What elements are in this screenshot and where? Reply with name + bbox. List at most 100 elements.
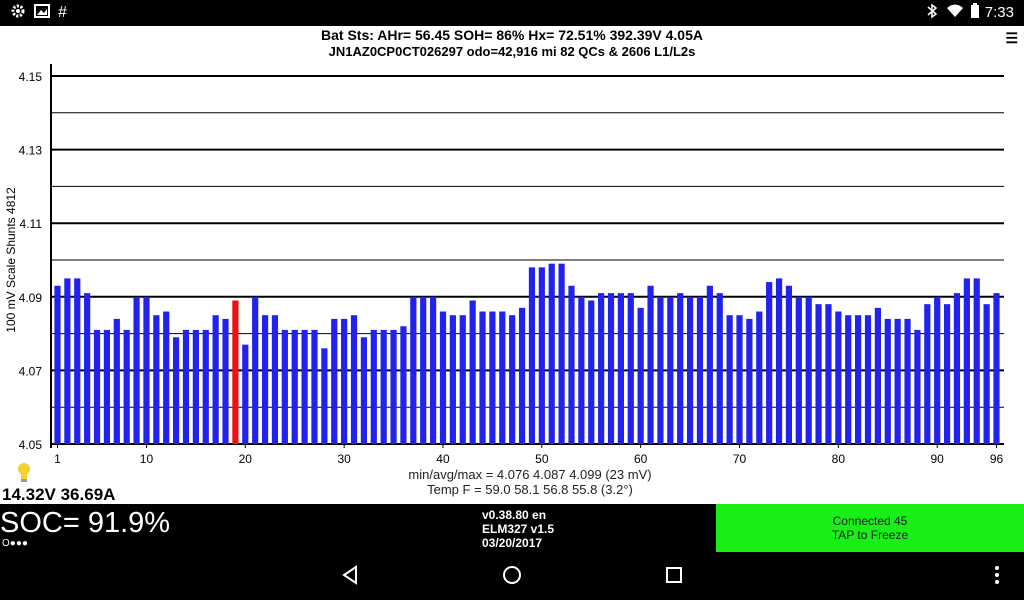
cell-bar [93,329,101,444]
cell-bar [548,263,555,444]
cell-bar [607,293,615,444]
cell-bar [133,296,140,444]
navigation-bar [0,552,1024,600]
cell-bar [726,315,733,444]
x-tick-label: 60 [634,452,648,466]
cell-bar [815,304,822,444]
x-tick-label: 96 [990,452,1004,466]
cell-bar [855,315,862,444]
cell-bar [360,337,368,444]
cell-bar [845,315,852,444]
clock: 7:33 [984,4,1014,21]
cell-bar [934,296,941,444]
cell-bar [943,304,951,444]
cell-bar [617,293,624,444]
cell-bar [420,296,427,444]
version-label: v0.38.80 en [482,508,547,522]
cell-bar [400,326,407,444]
recents-icon[interactable] [664,564,684,591]
y-tick-label: 4.15 [19,70,43,84]
cell-bar [835,311,842,444]
freeze-button[interactable]: Connected 45 TAP to Freeze [716,504,1024,552]
x-tick-label: 90 [931,452,945,466]
cell-bar [795,296,802,444]
x-tick-label: 30 [337,452,351,466]
cell-bar [291,329,298,444]
cell-bar [153,315,160,444]
cell-bar [143,296,150,444]
cell-bar [973,278,980,444]
cell-bar [163,311,170,444]
highlighted-cell-bar [232,300,239,444]
soc-indicator-dots: O●●● [2,538,28,549]
cell-bar [54,285,61,444]
cell-bar [271,315,279,444]
cell-bar [528,267,536,444]
battery-icon [970,3,980,25]
cell-bar [192,329,199,444]
menu-icon[interactable]: ☰ [1005,30,1018,46]
y-tick-label: 4.07 [19,364,43,378]
cell-bar [202,329,209,444]
cell-bar [904,318,911,444]
lightbulb-icon[interactable] [16,462,32,489]
cell-bar [242,344,249,444]
cell-bar [686,296,694,444]
freeze-label: TAP to Freeze [831,528,909,542]
cell-bar [667,296,674,444]
cell-bar [864,315,872,444]
cell-bar [953,293,961,444]
wifi-icon [946,3,964,25]
cell-bar [222,318,229,444]
cell-bar [64,278,71,444]
hash-icon: # [58,4,67,21]
vehicle-info-line: JN1AZ0CP0CT026297 odo=42,916 mi 82 QCs &… [328,44,696,59]
cell-bar [578,296,585,444]
cell-voltage-chart: 4.05 4.07 4.09 4.11 4.13 4.15 100 mV Scale Shu… [4,64,1004,466]
cell-bar [914,329,921,444]
cell-bar [430,296,437,444]
cell-bar [350,315,358,444]
cell-bar [74,278,81,444]
cell-bar [756,311,763,444]
cell-bar [370,329,377,444]
cell-bar [449,315,456,444]
cell-bar [439,311,447,444]
cell-bar [380,329,387,444]
cell-bar [301,329,308,444]
cell-bar [113,318,120,444]
cell-bar [331,318,338,444]
cell-bar [469,300,476,444]
gear-icon [10,3,26,25]
cell-bar [706,285,713,444]
cell-bar [983,304,990,444]
cell-bar [321,348,328,444]
x-tick-label: 70 [733,452,747,466]
x-tick-label: 10 [140,452,154,466]
adapter-label: ELM327 v1.5 [482,522,555,536]
cell-bar [518,307,526,444]
cell-bar [736,315,743,444]
cell-bar [993,293,1000,444]
status-bar: # 7:33 [0,0,1024,26]
cell-bar [479,311,486,444]
cell-bar [785,285,793,444]
bluetooth-icon [926,3,938,25]
cell-bar [894,318,901,444]
bottom-panel: SOC= 91.9% O●●● v0.38.80 en ELM327 v1.5 … [0,504,1024,552]
home-icon[interactable] [501,564,523,591]
date-label: 03/20/2017 [482,536,543,550]
cell-bar [123,329,130,444]
overflow-menu-icon[interactable] [992,564,1002,591]
back-icon[interactable] [340,564,360,591]
temperature-label: Temp F = 59.0 58.1 56.8 55.8 (3.2°) [427,482,633,497]
cell-bar [390,329,397,444]
cell-bar [716,293,723,444]
y-tick-label: 4.11 [20,217,43,231]
cell-bar [775,278,783,444]
cell-bar [538,267,545,444]
y-axis-label: 100 mV Scale Shunts 4812 [4,187,18,333]
cell-bar [489,311,496,444]
x-tick-label: 40 [436,452,450,466]
cell-bar [509,315,516,444]
